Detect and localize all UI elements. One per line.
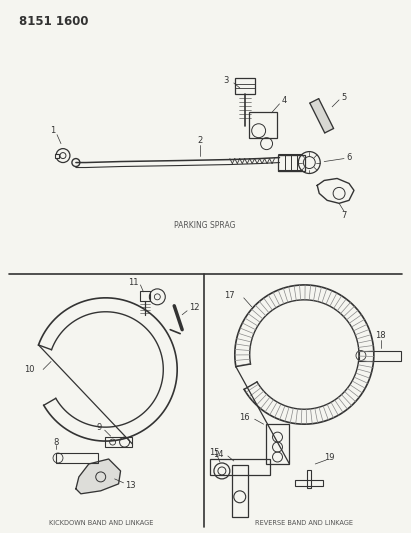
Text: 16: 16 [240, 413, 250, 422]
Text: 7: 7 [342, 211, 347, 220]
Bar [249, 112, 277, 138]
Bar [55, 154, 59, 158]
Text: 3: 3 [223, 76, 229, 85]
Bar [210, 459, 270, 475]
Text: 19: 19 [324, 453, 335, 462]
Text: 5: 5 [342, 93, 347, 102]
Bar [232, 465, 248, 516]
Text: 12: 12 [189, 303, 199, 312]
Text: 1: 1 [51, 126, 55, 135]
Polygon shape [76, 459, 120, 494]
Text: 14: 14 [212, 449, 223, 458]
Text: REVERSE BAND AND LINKAGE: REVERSE BAND AND LINKAGE [255, 520, 353, 526]
Text: 17: 17 [224, 292, 235, 301]
Bar [359, 351, 401, 360]
Bar [235, 78, 255, 94]
Bar [105, 437, 132, 447]
Text: KICKDOWN BAND AND LINKAGE: KICKDOWN BAND AND LINKAGE [48, 520, 153, 526]
Bar [307, 470, 311, 488]
Text: 8151 1600: 8151 1600 [19, 15, 89, 28]
Polygon shape [310, 99, 334, 133]
Text: 8: 8 [53, 438, 59, 447]
Text: 4: 4 [282, 96, 287, 106]
Text: 9: 9 [96, 423, 102, 432]
Bar [141, 291, 150, 301]
Text: PARKING SPRAG: PARKING SPRAG [174, 221, 236, 230]
Bar [266, 424, 289, 464]
Bar [296, 480, 323, 486]
Bar [277, 155, 305, 171]
Text: 10: 10 [24, 365, 35, 374]
Text: 13: 13 [125, 481, 136, 490]
Text: 11: 11 [128, 278, 139, 287]
Text: 15: 15 [209, 448, 219, 457]
Text: 6: 6 [346, 153, 352, 162]
Text: 18: 18 [376, 331, 386, 340]
Bar [56, 453, 98, 463]
Text: 2: 2 [197, 136, 203, 145]
